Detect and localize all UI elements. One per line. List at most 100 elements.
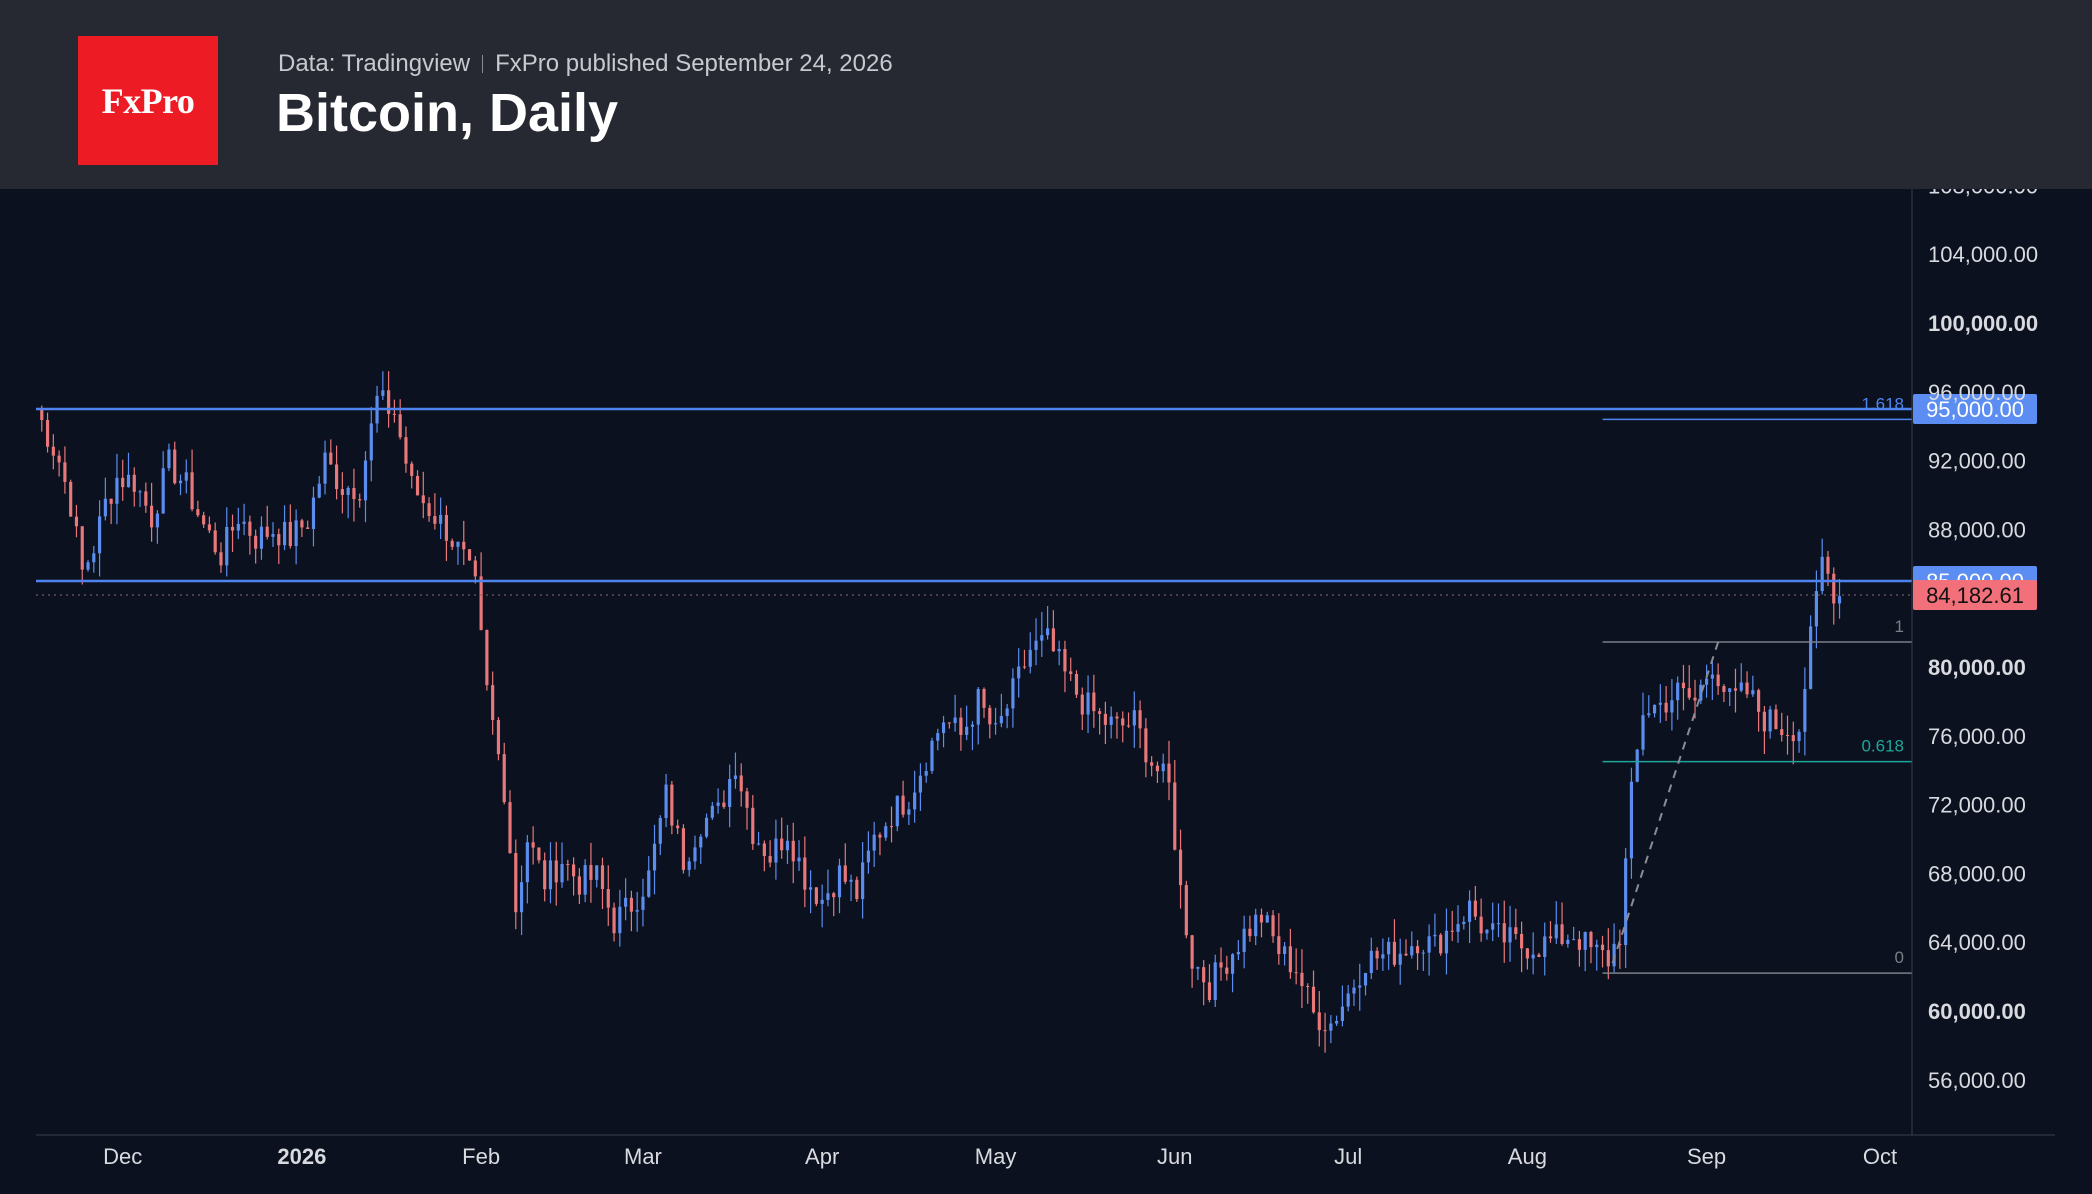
candle — [635, 891, 639, 932]
candle — [1410, 931, 1414, 959]
candle-body — [346, 487, 350, 495]
candle — [762, 840, 766, 872]
candle-body — [173, 449, 177, 484]
candle — [282, 505, 287, 551]
candle — [92, 545, 96, 573]
candle-body — [681, 828, 686, 870]
candle-body — [1230, 954, 1235, 974]
candle — [248, 515, 252, 555]
current-price-badge — [1913, 580, 2037, 611]
candle-body — [144, 491, 148, 506]
candle — [1421, 949, 1425, 971]
candle — [196, 500, 200, 518]
candles — [40, 371, 1842, 1053]
candle — [1554, 901, 1558, 944]
candle-body — [1479, 916, 1483, 934]
y-tick-label: 104,000.00 — [1928, 242, 2038, 267]
candle — [1670, 679, 1674, 731]
candle-body — [1595, 944, 1599, 948]
candle — [641, 878, 645, 927]
candle — [1508, 905, 1512, 962]
candle-body — [259, 526, 264, 549]
candle — [219, 542, 223, 573]
candle-body — [1080, 694, 1084, 715]
candle — [323, 440, 327, 495]
candle — [415, 470, 420, 496]
candle — [288, 504, 292, 549]
candle — [155, 510, 159, 544]
candle-body — [554, 860, 558, 883]
candle-body — [242, 521, 246, 524]
candle — [849, 874, 853, 902]
candle-body — [780, 838, 784, 851]
candle — [1664, 686, 1668, 721]
candle-body — [1554, 924, 1558, 939]
candle-body — [1531, 954, 1535, 959]
candle-body — [1415, 946, 1420, 954]
candle — [1190, 934, 1194, 988]
candle — [710, 801, 714, 821]
y-tick-label: 92,000.00 — [1928, 449, 2026, 474]
fxpro-logo: FxPro — [78, 36, 218, 165]
candle-body — [1011, 678, 1015, 709]
candle — [1109, 706, 1113, 739]
candle-body — [1306, 986, 1310, 988]
candle — [508, 790, 512, 854]
candle — [1294, 948, 1298, 985]
candle-body — [410, 463, 414, 476]
candle — [1739, 663, 1743, 693]
candle-body — [572, 864, 576, 877]
candle — [369, 406, 373, 482]
candle-body — [837, 865, 842, 898]
candle — [647, 856, 651, 898]
candle-body — [306, 527, 310, 529]
y-tick-label: 76,000.00 — [1928, 724, 2026, 749]
candle-body — [485, 630, 489, 686]
candle — [797, 840, 801, 871]
candle — [1629, 767, 1634, 879]
candle-body — [1121, 718, 1125, 726]
candle-body — [444, 514, 449, 541]
candle-body — [913, 792, 917, 810]
candle-body — [311, 497, 316, 529]
candle — [872, 821, 876, 867]
candle-body — [1277, 936, 1281, 955]
candle — [1496, 903, 1501, 938]
candle — [970, 721, 975, 751]
candle-body — [1213, 962, 1217, 1001]
candle-body — [202, 515, 206, 525]
candle — [381, 371, 385, 400]
chart-title: Bitcoin, Daily — [276, 83, 619, 143]
candle — [1525, 947, 1529, 970]
candle — [138, 489, 142, 508]
candle-body — [531, 842, 535, 848]
candle — [230, 514, 235, 552]
candle-body — [1294, 972, 1298, 974]
candle-body — [1699, 684, 1703, 701]
candle — [1150, 756, 1154, 777]
candle-body — [774, 838, 778, 863]
candle-body — [97, 516, 102, 554]
candle-body — [381, 390, 385, 396]
candle — [311, 486, 316, 547]
candle — [1046, 605, 1050, 640]
fib-label-0: 0 — [1895, 948, 1904, 967]
candle-body — [1132, 710, 1136, 726]
candle — [485, 629, 489, 691]
candle — [918, 763, 923, 811]
candle-body — [1300, 972, 1304, 987]
candle — [467, 549, 472, 561]
fib-label-1: 1 — [1895, 617, 1904, 636]
candle-body — [1577, 939, 1582, 950]
candle — [745, 787, 749, 830]
candle — [306, 520, 310, 529]
candle-body — [1520, 933, 1524, 949]
candle-body — [1051, 628, 1055, 652]
candle-body — [1647, 713, 1651, 716]
candle — [959, 707, 963, 751]
candle-body — [1248, 928, 1252, 937]
candle — [566, 859, 570, 881]
candle-body — [1103, 713, 1107, 725]
candle-body — [1612, 943, 1616, 967]
